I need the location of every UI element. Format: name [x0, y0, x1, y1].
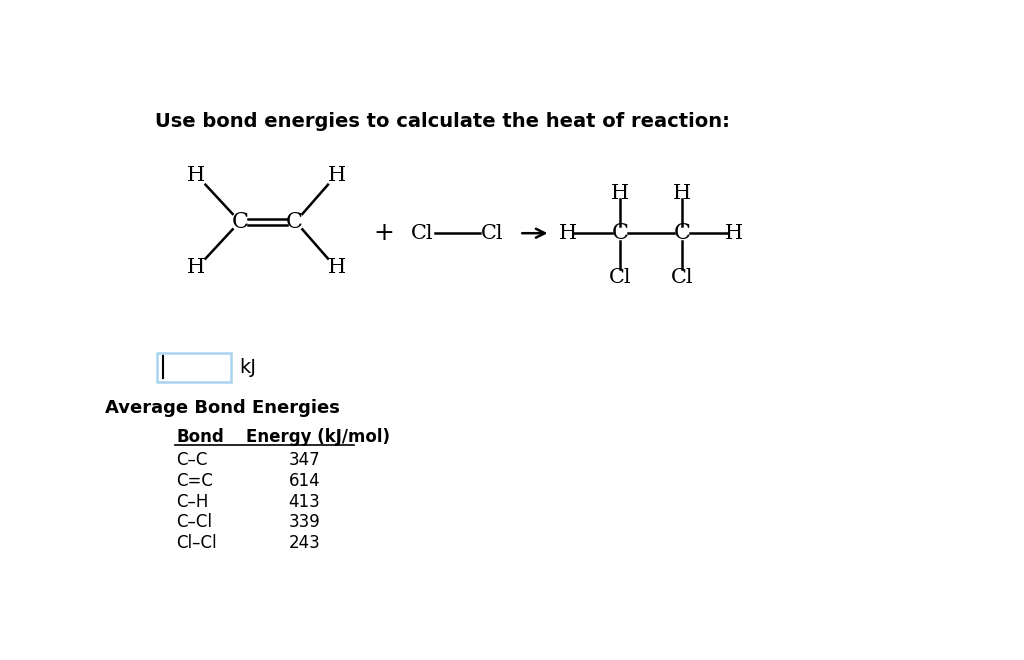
- Text: H: H: [725, 224, 743, 243]
- Text: H: H: [187, 166, 205, 185]
- Text: Cl: Cl: [609, 269, 632, 287]
- Text: H: H: [328, 258, 346, 277]
- Text: H: H: [611, 183, 629, 203]
- Text: H: H: [328, 166, 346, 185]
- Text: C: C: [231, 211, 249, 233]
- Text: Cl: Cl: [671, 269, 693, 287]
- Text: C: C: [674, 222, 690, 244]
- Text: C–H: C–H: [176, 492, 209, 511]
- Text: kJ: kJ: [239, 358, 256, 377]
- Text: Energy (kJ/mol): Energy (kJ/mol): [246, 428, 390, 446]
- Text: C=C: C=C: [176, 472, 213, 490]
- Text: C: C: [611, 222, 629, 244]
- Text: 347: 347: [289, 451, 321, 469]
- Bar: [158, 352, 231, 381]
- Text: Cl: Cl: [412, 224, 434, 243]
- Text: 339: 339: [289, 513, 321, 531]
- Text: 413: 413: [289, 492, 321, 511]
- Text: Cl: Cl: [481, 224, 504, 243]
- Text: 614: 614: [289, 472, 321, 490]
- Text: H: H: [187, 258, 205, 277]
- Text: Cl–Cl: Cl–Cl: [176, 535, 217, 552]
- Text: +: +: [374, 221, 394, 246]
- Text: 243: 243: [289, 535, 321, 552]
- Text: Use bond energies to calculate the heat of reaction:: Use bond energies to calculate the heat …: [155, 112, 730, 131]
- Text: C–Cl: C–Cl: [176, 513, 212, 531]
- Text: C: C: [286, 211, 303, 233]
- Text: H: H: [559, 224, 578, 243]
- Text: C–C: C–C: [176, 451, 208, 469]
- Text: Average Bond Energies: Average Bond Energies: [105, 399, 340, 416]
- Text: Bond: Bond: [176, 428, 224, 446]
- Text: H: H: [673, 183, 691, 203]
